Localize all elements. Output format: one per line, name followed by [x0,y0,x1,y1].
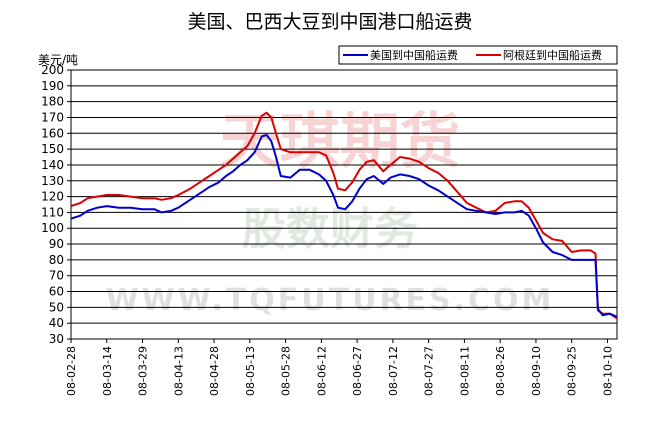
series-lines [70,111,618,320]
legend-label-us: 美国到中国船运费 [370,48,458,62]
x-tick-label: 08-05-28 [280,346,293,396]
x-tick-label: 08-10-10 [601,346,614,396]
y-axis-label: 美元/吨 [38,53,78,67]
y-tick-label: 200 [41,63,64,77]
plot-frame [70,69,618,340]
x-tick-label: 08-06-27 [351,346,364,396]
y-tick-label: 30 [49,332,64,346]
y-tick-label: 110 [41,205,64,219]
y-tick-label: 160 [41,126,64,140]
series-line-us [70,133,618,318]
x-tick-label: 08-08-26 [494,346,507,396]
watermark-brand-sub: 股数财务 [242,204,418,255]
x-tick-label: 08-09-10 [530,346,543,396]
y-tick-label: 40 [49,316,64,330]
watermark-url: WWW.TQFUTURES.COM [106,283,555,318]
x-tick-label: 08-03-29 [137,346,150,396]
x-tick-label: 08-03-14 [101,346,114,396]
y-tick-label: 180 [41,95,64,109]
x-axis-ticks: 08-02-28 08-03-14 08-03-29 08-04-13 08-04-28… [65,339,614,396]
y-tick-label: 170 [41,110,64,124]
y-tick-label: 90 [49,237,64,251]
x-tick-label: 08-06-12 [315,346,328,396]
x-tick-label: 08-05-13 [244,346,257,396]
gridlines [71,85,617,324]
y-tick-label: 80 [49,253,64,267]
x-tick-label: 08-04-13 [172,346,185,396]
legend: 美国到中国船运费 阿根廷到中国船运费 [338,45,618,65]
y-tick-label: 140 [41,158,64,172]
y-tick-label: 150 [41,142,64,156]
x-tick-label: 08-04-28 [208,346,221,396]
y-tick-label: 130 [41,174,64,188]
y-tick-label: 50 [49,300,64,314]
x-tick-label: 08-02-28 [65,346,78,396]
series-line-argentina [70,111,618,320]
y-tick-label: 60 [49,285,64,299]
y-tick-label: 100 [41,221,64,235]
y-tick-label: 190 [41,79,64,93]
x-tick-label: 08-07-12 [387,346,400,396]
y-tick-label: 120 [41,190,64,204]
legend-label-argentina: 阿根廷到中国船运费 [503,48,602,62]
x-tick-label: 08-09-25 [566,346,579,396]
y-tick-label: 70 [49,269,64,283]
x-tick-label: 08-08-11 [458,346,471,396]
x-tick-label: 08-07-27 [423,346,436,396]
chart-title: 美国、巴西大豆到中国港口船运费 [187,11,472,33]
